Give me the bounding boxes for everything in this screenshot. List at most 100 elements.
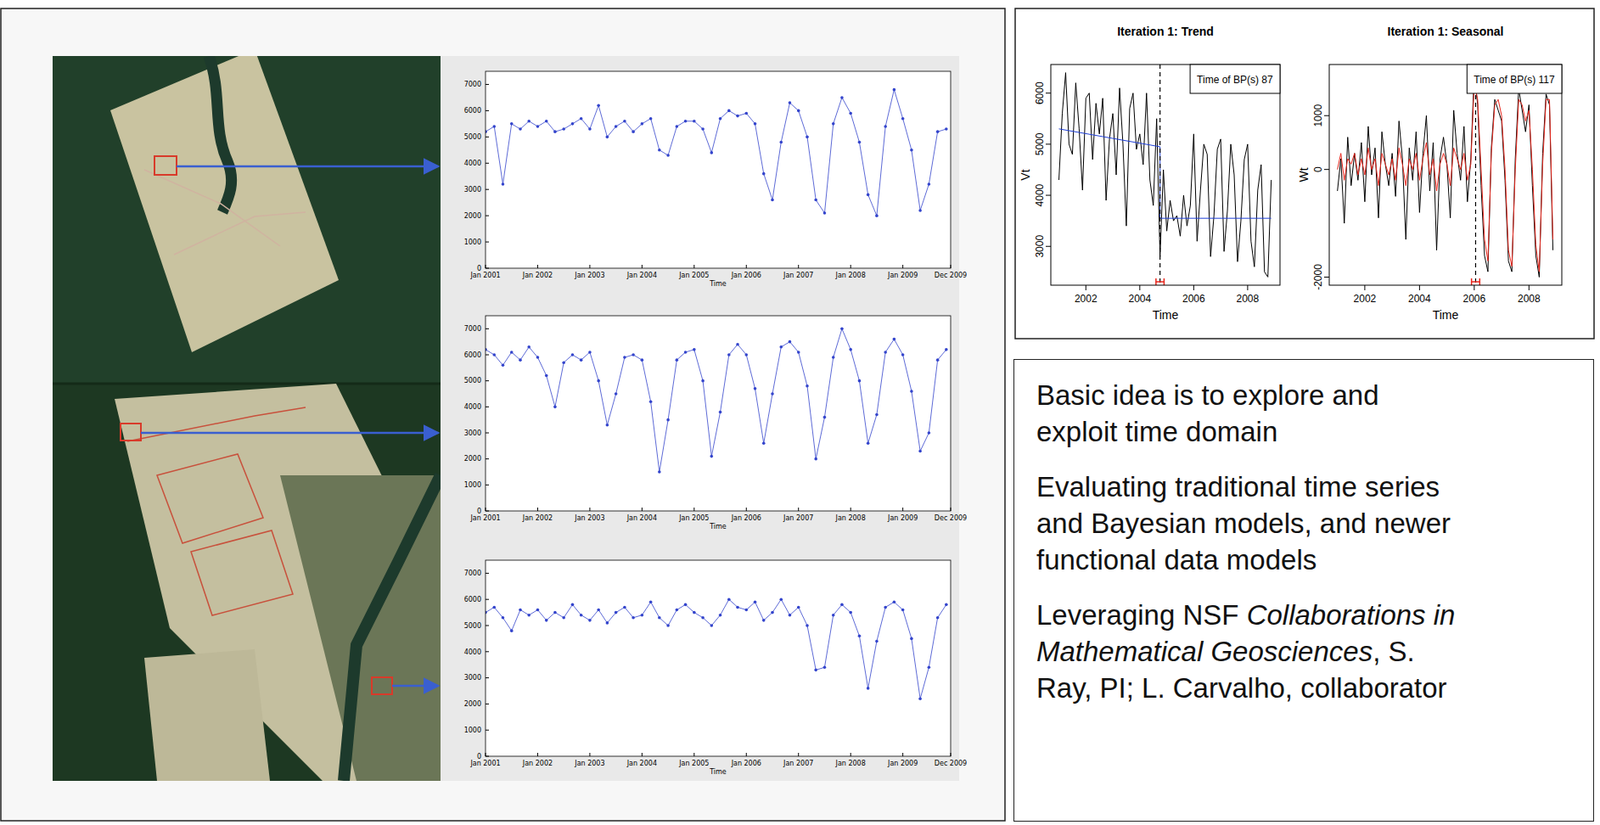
- series-point: [701, 127, 705, 131]
- series-point: [762, 441, 766, 445]
- y-tick: [485, 84, 489, 85]
- series-point: [631, 616, 635, 620]
- marks: [1337, 64, 1554, 286]
- series-point: [753, 122, 758, 126]
- series-point: [770, 392, 775, 396]
- series-point: [510, 122, 514, 126]
- y-tick: [485, 406, 489, 408]
- x-axis-title: Time: [708, 768, 727, 776]
- series-point: [909, 148, 914, 152]
- series-point: [936, 358, 940, 362]
- plot-area: [1329, 64, 1562, 286]
- series-point: [684, 603, 688, 607]
- series-point: [623, 606, 627, 610]
- y-tick: [485, 328, 489, 330]
- y-tick: [485, 215, 489, 217]
- series-point: [858, 634, 862, 639]
- series-point: [831, 355, 836, 360]
- series-point: [510, 350, 514, 354]
- x-tick: [902, 752, 904, 757]
- parcel-outline: [157, 454, 264, 544]
- series-point: [492, 353, 496, 357]
- series-point: [561, 616, 566, 620]
- chart: 01000200030004000500060007000Jan 2001Jan…: [464, 315, 968, 531]
- series-point: [927, 182, 932, 186]
- series-point: [544, 119, 549, 124]
- series-point: [684, 350, 688, 354]
- series-point: [596, 608, 601, 612]
- series-point: [735, 606, 740, 610]
- series-point: [692, 611, 697, 615]
- series-point: [606, 423, 610, 427]
- x-tick-label: Jan 2008: [835, 759, 866, 768]
- text-line: Basic idea is to explore and: [1036, 376, 1578, 414]
- pointer-arrow: [140, 432, 438, 435]
- x-tick: [641, 752, 643, 757]
- series-point: [510, 628, 514, 633]
- y-tick: [485, 354, 489, 356]
- paragraph: Basic idea is to explore andexploit time…: [1036, 376, 1578, 450]
- series-point: [927, 431, 932, 435]
- x-tick: [1364, 285, 1365, 291]
- x-axis-title: Time: [708, 522, 727, 531]
- x-tick-label: Jan 2004: [626, 271, 657, 280]
- series-point: [735, 342, 740, 347]
- x-tick: [902, 264, 904, 269]
- y-tick: [1324, 168, 1330, 170]
- x-tick-label: Jan 2003: [573, 271, 605, 280]
- x-axis-title: Time: [1152, 308, 1179, 322]
- text-line: and Bayesian models, and newer: [1036, 505, 1578, 542]
- series-point: [623, 355, 627, 360]
- marks: [485, 597, 949, 701]
- breakpoint-line: [1159, 64, 1161, 286]
- interval-cap: [1479, 278, 1482, 286]
- y-tick: [485, 162, 489, 164]
- x-tick-label: Jan 2009: [887, 514, 918, 523]
- series-point: [797, 606, 801, 610]
- series-point: [631, 353, 635, 357]
- y-tick-label: 6000: [464, 595, 482, 604]
- series-point: [553, 129, 557, 134]
- sample-square: [120, 423, 141, 441]
- y-tick: [485, 703, 489, 705]
- series-point: [501, 363, 506, 367]
- series-line: [1337, 72, 1554, 278]
- series-point: [709, 454, 713, 459]
- series-point: [501, 182, 506, 186]
- series-point: [518, 127, 523, 131]
- series-point: [527, 119, 531, 124]
- y-tick: [485, 189, 489, 191]
- text-segment: Basic idea is to explore and: [1036, 379, 1380, 411]
- series-point: [883, 606, 888, 610]
- y-tick-label: 6000: [464, 351, 482, 360]
- series-point: [588, 350, 592, 354]
- series-point: [675, 608, 680, 612]
- x-axis-title: Time: [1432, 308, 1460, 322]
- series-point: [657, 148, 662, 152]
- series-point: [518, 608, 523, 612]
- y-tick-label: 6000: [464, 106, 482, 115]
- series-point: [918, 208, 922, 213]
- series-point: [892, 337, 897, 342]
- sample-square: [154, 156, 177, 175]
- plot-frame: [1329, 64, 1562, 286]
- text-segment: , S.: [1372, 635, 1415, 668]
- series-point: [649, 600, 653, 604]
- series-point: [892, 600, 897, 604]
- y-tick-label: -2000: [1312, 263, 1325, 291]
- series-line: [1337, 83, 1554, 272]
- y-tick-label: 7000: [464, 325, 482, 333]
- y-tick-label: 5000: [464, 133, 482, 141]
- series-point: [596, 103, 601, 107]
- series-point: [684, 119, 688, 124]
- series-point: [823, 665, 827, 669]
- x-tick: [1139, 285, 1140, 291]
- parcel-outline: [127, 407, 306, 442]
- x-tick: [746, 507, 747, 511]
- series-point: [666, 418, 670, 422]
- series-point: [909, 389, 914, 393]
- x-tick: [1528, 285, 1530, 291]
- y-tick: [1324, 276, 1330, 278]
- pointer-arrow: [176, 165, 438, 169]
- sample-square: [371, 677, 393, 695]
